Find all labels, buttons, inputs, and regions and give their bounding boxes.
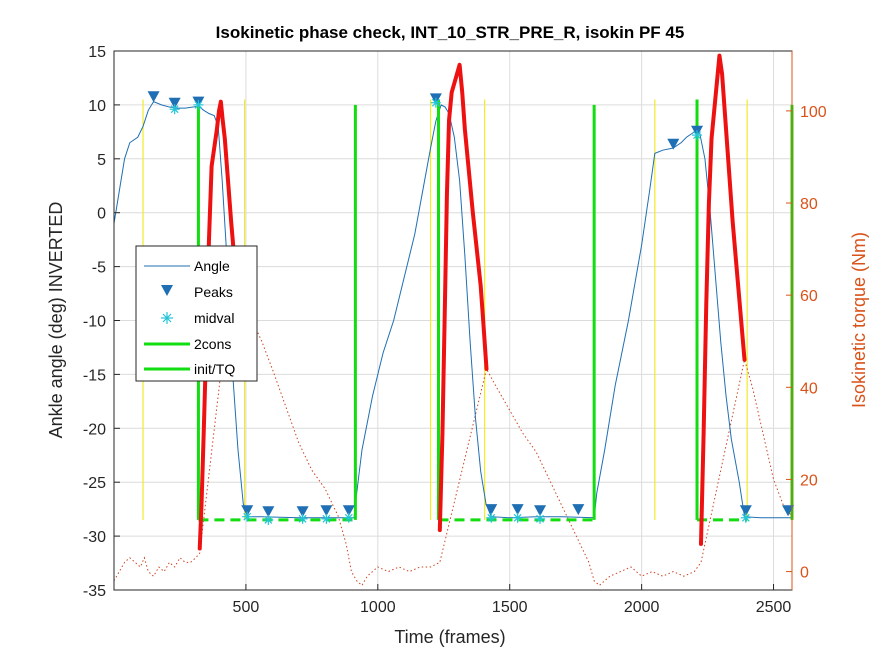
peak-marker (342, 505, 355, 517)
torque-dotted-layer (113, 258, 793, 587)
y-left-tick-label: 10 (88, 98, 106, 115)
peak-marker (667, 138, 680, 150)
legend-peaks-swatch (161, 285, 173, 296)
yellow-lines (142, 99, 748, 520)
x-axis-label: Time (frames) (394, 627, 505, 647)
y-right-tick-label: 60 (800, 288, 818, 305)
midval-marker (169, 104, 180, 115)
x-tick-label: 1500 (492, 599, 528, 616)
y-left-tick-label: 0 (97, 206, 106, 223)
y-axis-right-label: Isokinetic torque (Nm) (849, 232, 869, 408)
legend-peaks-label: Peaks (194, 284, 233, 300)
peak-marker (572, 504, 585, 516)
midval-marker (740, 512, 751, 523)
peak-marker (782, 505, 795, 517)
legend-midval-label: midval (194, 310, 234, 326)
midval-marker (321, 513, 332, 524)
peak-marker (534, 505, 547, 517)
midval-marker (193, 99, 204, 110)
y-left-tick-label: -5 (92, 260, 106, 277)
torque-dotted-line (113, 258, 793, 587)
y-left-tick-label: -35 (83, 583, 106, 600)
peak-marker (320, 505, 333, 517)
legend-midval-swatch (161, 312, 173, 324)
legend-angle-label: Angle (194, 258, 230, 274)
y-left-tick-label: -10 (83, 314, 106, 331)
x-tick-label: 2500 (756, 599, 792, 616)
midval-marker (430, 97, 441, 108)
y-left-tick-label: -25 (83, 475, 106, 492)
midval-marker (486, 512, 497, 523)
midval-marker (263, 514, 274, 525)
y-right-tick-label: 100 (800, 104, 827, 121)
midval-marker (512, 512, 523, 523)
y-left-tick-label: -30 (83, 529, 106, 546)
legend-2cons-label: 2cons (194, 336, 231, 352)
x-tick-label: 1000 (360, 599, 396, 616)
y-right-tick-label: 40 (800, 380, 818, 397)
axes-ticks: 500 1000 1500 2000 2500-35-30-25-20-15-10-50… (83, 44, 827, 616)
peaks-layer (147, 91, 795, 518)
peak-marker (296, 506, 309, 518)
y-left-tick-label: 5 (97, 152, 106, 169)
peak-marker (739, 505, 752, 517)
peak-marker (485, 504, 498, 516)
midval-marker (242, 511, 253, 522)
y-left-tick-label: -15 (83, 367, 106, 384)
torque-thick-line (698, 53, 747, 546)
legend: Angle Peaks midval 2cons init/TQ (135, 245, 258, 382)
midval-marker (343, 512, 354, 523)
y-right-tick-label: 80 (800, 196, 818, 213)
peak-marker (168, 97, 181, 109)
torque-thick-line (437, 62, 489, 533)
midval-layer (169, 97, 751, 525)
x-tick-label: 500 (233, 599, 260, 616)
midval-marker (692, 130, 703, 141)
y-right-tick-label: 0 (800, 565, 809, 582)
peak-marker (511, 504, 524, 516)
legend-box (135, 245, 258, 382)
midval-marker (535, 513, 546, 524)
legend-initTQ-label: init/TQ (194, 361, 235, 377)
peak-marker (241, 505, 254, 517)
midval-marker (297, 513, 308, 524)
y-axis-left-label: Ankle angle (deg) INVERTED (46, 202, 66, 439)
x-tick-label: 2000 (624, 599, 660, 616)
y-left-tick-label: -20 (83, 421, 106, 438)
peak-marker (262, 506, 275, 518)
chart-title: Isokinetic phase check, INT_10_STR_PRE_R… (216, 23, 685, 42)
y-left-tick-label: 15 (88, 44, 106, 61)
y-right-tick-label: 20 (800, 472, 818, 489)
peak-marker (147, 91, 160, 103)
